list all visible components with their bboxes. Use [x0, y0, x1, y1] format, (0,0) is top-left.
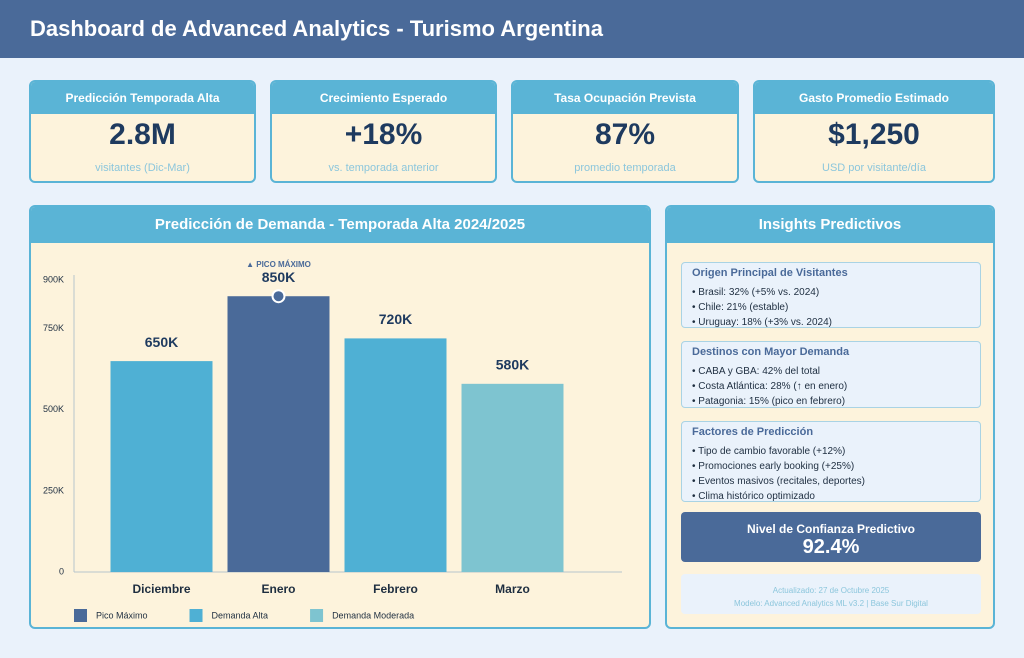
- y-tick-label: 250K: [43, 485, 64, 495]
- legend-swatch: [310, 609, 324, 622]
- y-tick-label: 500K: [43, 404, 64, 414]
- footer-text: Actualizado: 27 de Octubre 2025: [772, 586, 890, 595]
- x-tick-label: Diciembre: [132, 582, 190, 596]
- insight-item: • Tipo de cambio favorable (+12%): [692, 446, 846, 457]
- kpi-value: 87%: [594, 118, 656, 151]
- header-title: Dashboard de Advanced Analytics - Turism…: [0, 0, 1024, 58]
- insights-panel: Insights Predictivos Origen Principal de…: [665, 205, 995, 629]
- value-label: 650K: [145, 334, 178, 350]
- insight-item: • Uruguay: 18% (+3% vs. 2024): [692, 317, 832, 328]
- chart-panel: Predicción de Demanda - Temporada Alta 2…: [29, 205, 651, 629]
- kpi-caption: visitantes (Dic-Mar): [95, 162, 190, 174]
- kpi-title: Predicción Temporada Alta: [31, 82, 254, 114]
- insight-item: • CABA y GBA: 42% del total: [692, 366, 821, 377]
- x-tick-label: Marzo: [495, 582, 530, 596]
- x-tick-label: Febrero: [373, 582, 418, 596]
- insights-title: Insights Predictivos: [667, 207, 993, 243]
- y-tick-label: 750K: [43, 323, 64, 333]
- bar: [461, 383, 564, 572]
- insight-item: • Chile: 21% (estable): [692, 302, 789, 313]
- bar: [227, 296, 330, 572]
- chart-title: Predicción de Demanda - Temporada Alta 2…: [31, 207, 649, 243]
- kpi-card: Gasto Promedio Estimado $1,250 USD por v…: [753, 80, 995, 183]
- confidence-value: 92.4%: [802, 536, 860, 558]
- kpi-value: +18%: [344, 118, 423, 151]
- legend-label: Demanda Alta: [212, 610, 269, 620]
- value-label: 580K: [496, 357, 529, 373]
- x-tick-label: Enero: [261, 582, 295, 596]
- kpi-title: Gasto Promedio Estimado: [755, 82, 993, 114]
- kpi-value: $1,250: [828, 118, 920, 151]
- insight-item: • Clima histórico optimizado: [692, 491, 815, 502]
- bar: [110, 361, 213, 572]
- kpi-card: Tasa Ocupación Prevista 87% promedio tem…: [511, 80, 739, 183]
- kpi-card: Predicción Temporada Alta 2.8M visitante…: [29, 80, 256, 183]
- kpi-title: Crecimiento Esperado: [272, 82, 495, 114]
- kpi-value: 2.8M: [109, 118, 176, 151]
- insight-box: Origen Principal de Visitantes • Brasil:…: [681, 262, 981, 328]
- annotation: ▲ PICO MÁXIMO: [246, 260, 311, 269]
- legend-label: Demanda Moderada: [332, 610, 414, 620]
- peak-marker: [271, 289, 286, 304]
- insight-item: • Promociones early booking (+25%): [692, 461, 855, 472]
- footer-text: Modelo: Advanced Analytics ML v3.2 | Bas…: [734, 599, 928, 608]
- insight-item: • Patagonia: 15% (pico en febrero): [692, 396, 846, 407]
- legend-swatch: [74, 609, 87, 622]
- kpi-caption: USD por visitante/día: [822, 162, 926, 174]
- insight-item: • Eventos masivos (recitales, deportes): [692, 476, 866, 487]
- confidence-box: Nivel de Confianza Predictivo 92.4%: [681, 512, 981, 562]
- y-tick-label: 900K: [43, 274, 64, 284]
- y-tick-label: 0: [59, 566, 64, 576]
- bar: [344, 338, 447, 572]
- insight-title: Origen Principal de Visitantes: [692, 267, 848, 279]
- insight-box: Factores de Predicción • Tipo de cambio …: [681, 421, 981, 502]
- kpi-card: Crecimiento Esperado +18% vs. temporada …: [270, 80, 497, 183]
- value-label: 850K: [262, 269, 295, 285]
- kpi-caption: vs. temporada anterior: [328, 162, 439, 174]
- insight-title: Destinos con Mayor Demanda: [692, 346, 850, 358]
- insight-item: • Brasil: 32% (+5% vs. 2024): [692, 287, 820, 298]
- insight-title: Factores de Predicción: [692, 426, 814, 438]
- kpi-title: Tasa Ocupación Prevista: [513, 82, 737, 114]
- footer-box: Actualizado: 27 de Octubre 2025 Modelo: …: [681, 574, 981, 614]
- legend-swatch: [189, 609, 203, 622]
- chart: 0 250K 500K 750K 900K Diciembre 650K Enero 850K F…: [43, 260, 622, 622]
- value-label: 720K: [379, 311, 412, 327]
- insight-box: Destinos con Mayor Demanda • CABA y GBA:…: [681, 341, 981, 408]
- legend-label: Pico Máximo: [96, 610, 148, 620]
- confidence-label: Nivel de Confianza Predictivo: [746, 522, 916, 536]
- kpi-caption: promedio temporada: [574, 162, 676, 174]
- insight-item: • Costa Atlántica: 28% (↑ en enero): [692, 381, 848, 392]
